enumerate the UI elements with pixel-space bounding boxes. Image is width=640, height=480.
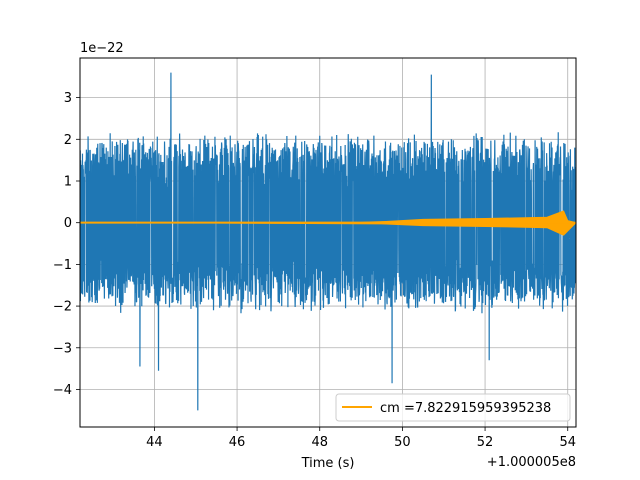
y-tick-label: 1 xyxy=(64,175,72,190)
noise-line xyxy=(80,72,576,411)
x-tick-label: 46 xyxy=(229,435,246,450)
x-axis-label: Time (s) xyxy=(301,456,355,471)
y-tick-label: −2 xyxy=(53,300,72,315)
x-tick-label: 44 xyxy=(146,435,163,450)
legend-box xyxy=(335,393,571,422)
template-series xyxy=(80,210,576,236)
x-tick-label: 52 xyxy=(477,435,494,450)
legend: cm =7.822915959395238 xyxy=(335,393,571,422)
x-tick-label: 54 xyxy=(559,435,576,450)
y-axis-ticks: −4 −3 −2 −1 0 1 2 3 xyxy=(53,91,80,398)
x-tick-label: 50 xyxy=(394,435,411,450)
x-tick-label: 48 xyxy=(311,435,328,450)
y-tick-label: 0 xyxy=(64,216,72,231)
y-tick-label: −3 xyxy=(53,341,72,356)
plot-area xyxy=(80,72,576,411)
y-tick-label: 3 xyxy=(64,91,72,106)
legend-label-template: cm =7.822915959395238 xyxy=(380,401,551,416)
y-tick-label: −1 xyxy=(53,258,72,273)
y-multiplier-label: 1e−22 xyxy=(80,41,124,56)
y-tick-label: 2 xyxy=(64,133,72,148)
y-tick-label: −4 xyxy=(53,383,72,398)
noise-series xyxy=(80,72,576,411)
x-axis-ticks: 44 46 48 50 52 54 xyxy=(146,427,576,450)
plot-frame xyxy=(79,57,577,428)
x-offset-label: +1.000005e8 xyxy=(487,455,576,470)
